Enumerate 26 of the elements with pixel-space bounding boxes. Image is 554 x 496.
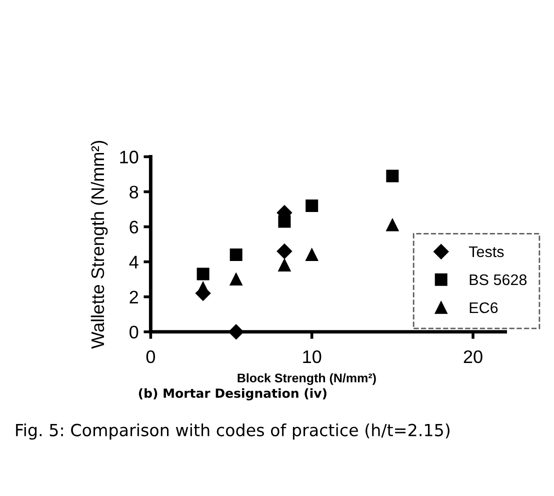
point	[196, 268, 210, 280]
point	[276, 244, 292, 259]
point	[228, 324, 244, 340]
text: (b) Mortar Designation (iv)	[138, 388, 326, 400]
point	[306, 200, 318, 212]
y-tick-label: 0	[130, 326, 138, 339]
y-tick-label: 10	[120, 150, 138, 164]
point	[230, 273, 242, 286]
point	[230, 248, 242, 262]
x-tick-label: 0	[146, 350, 156, 364]
legend-label: Tests	[468, 246, 504, 258]
y-axis-title: Wallette Strength (N/mm²)	[90, 140, 108, 349]
x-tick-label: 10	[303, 350, 322, 364]
point	[278, 259, 291, 272]
y-tick-label: 8	[130, 186, 138, 198]
x-axis-title: Block Strength (N/mm²)	[238, 373, 376, 385]
legend-label: EC6	[470, 302, 498, 314]
point	[386, 170, 399, 182]
legend-label: BS 5628	[470, 274, 527, 286]
y-tick-label: 2	[130, 290, 138, 304]
y-tick-label: 4	[129, 256, 138, 268]
caption: Fig. 5: Comparison with codes of practice (h/t=2.15)	[16, 423, 450, 440]
point	[386, 218, 399, 232]
y-tick-label: 6	[130, 220, 138, 234]
x-tick-label: 20	[464, 350, 482, 364]
point	[306, 248, 318, 262]
